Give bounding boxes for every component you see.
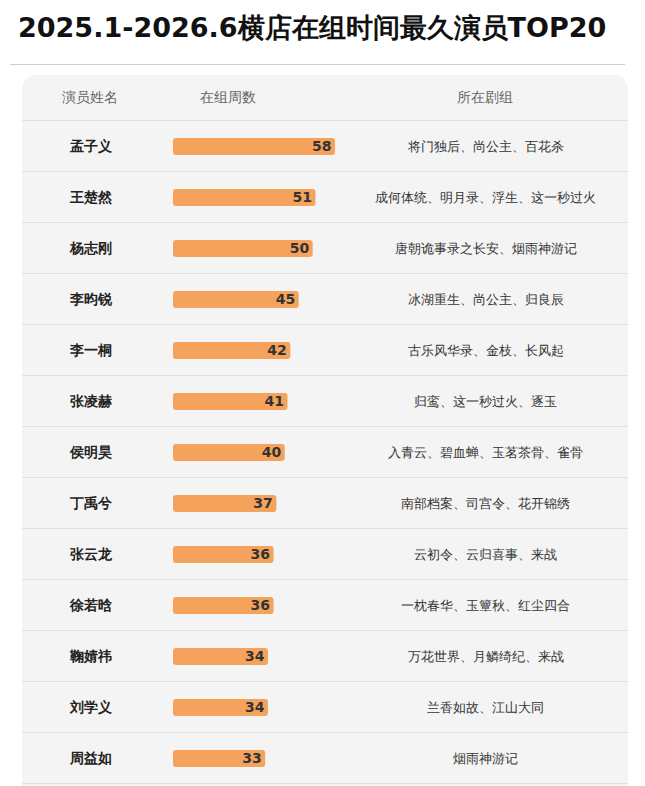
svg-text:古乐风华录、金枝、长风起: 古乐风华录、金枝、长风起 (408, 343, 564, 358)
svg-text:鞠婧祎: 鞠婧祎 (69, 648, 112, 664)
svg-text:入青云、碧血蝉、玉茗茶骨、雀骨: 入青云、碧血蝉、玉茗茶骨、雀骨 (388, 445, 583, 460)
svg-text:张凌赫: 张凌赫 (70, 393, 112, 409)
svg-text:孟子义: 孟子义 (69, 138, 113, 154)
svg-text:李昀锐: 李昀锐 (69, 291, 113, 307)
svg-text:37: 37 (253, 495, 272, 511)
html-text:2025.1-2026.6横店在组时间最久演员TOP20: 2025.1-2026.6横店在组时间最久演员TOP20 (18, 12, 607, 43)
svg-text:34: 34 (245, 699, 265, 715)
svg-text:36: 36 (251, 546, 270, 562)
svg-text:徐若晗: 徐若晗 (69, 597, 113, 613)
svg-text:云初令、云归喜事、来战: 云初令、云归喜事、来战 (414, 547, 557, 562)
svg-text:41: 41 (265, 393, 284, 409)
svg-text:唐朝诡事录之长安、烟雨神游记: 唐朝诡事录之长安、烟雨神游记 (395, 241, 577, 256)
svg-text:51: 51 (292, 189, 311, 205)
svg-text:南部档案、司宫令、花开锦绣: 南部档案、司宫令、花开锦绣 (401, 496, 570, 511)
svg-text:兰香如故、江山大同: 兰香如故、江山大同 (427, 700, 544, 715)
svg-text:烟雨神游记: 烟雨神游记 (453, 751, 518, 766)
svg-text:万花世界、月鳞绮纪、来战: 万花世界、月鳞绮纪、来战 (408, 649, 564, 664)
svg-text:归鸾、这一秒过火、逐玉: 归鸾、这一秒过火、逐玉 (414, 394, 557, 409)
svg-text:34: 34 (245, 648, 265, 664)
svg-text:刘学义: 刘学义 (69, 699, 113, 715)
svg-text:王楚然: 王楚然 (69, 189, 113, 205)
svg-text:50: 50 (290, 240, 310, 256)
svg-text:周益如: 周益如 (69, 750, 112, 766)
svg-text:张云龙: 张云龙 (70, 546, 113, 562)
svg-text:36: 36 (251, 597, 270, 613)
svg-text:成何体统、明月录、浮生、这一秒过火: 成何体统、明月录、浮生、这一秒过火 (375, 190, 596, 205)
svg-text:40: 40 (262, 444, 282, 460)
svg-text:33: 33 (242, 750, 261, 766)
svg-text:58: 58 (312, 138, 331, 154)
html-text:演员姓名: 演员姓名 (62, 89, 118, 105)
svg-text:丁禹兮: 丁禹兮 (69, 495, 113, 511)
svg-text:45: 45 (276, 291, 295, 307)
html-text:在组周数: 在组周数 (200, 89, 256, 105)
svg-text:将门独后、尚公主、百花杀: 将门独后、尚公主、百花杀 (407, 139, 564, 154)
svg-text:一枕春华、玉簟秋、红尘四合: 一枕春华、玉簟秋、红尘四合 (401, 598, 570, 613)
svg-text:杨志刚: 杨志刚 (69, 240, 112, 256)
svg-text:冰湖重生、尚公主、归良辰: 冰湖重生、尚公主、归良辰 (408, 292, 564, 307)
svg-text:42: 42 (267, 342, 286, 358)
svg-text:侯明昊: 侯明昊 (69, 444, 112, 460)
svg-text:李一桐: 李一桐 (69, 342, 112, 358)
html-text:所在剧组: 所在剧组 (457, 89, 513, 105)
